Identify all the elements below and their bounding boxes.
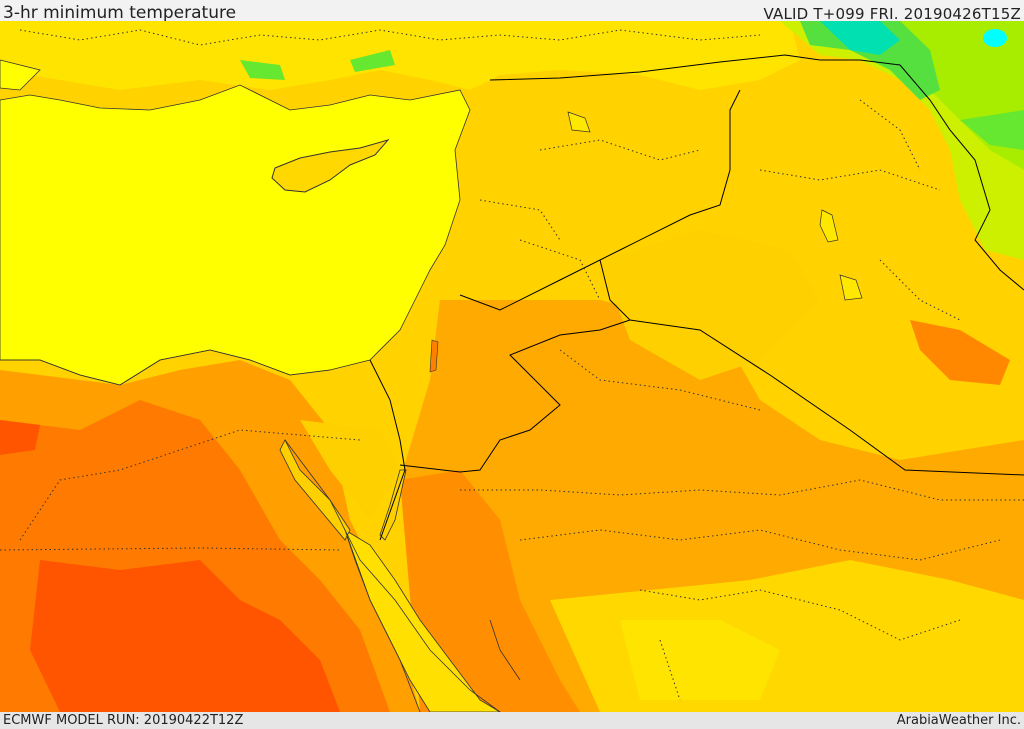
model-run-label: ECMWF MODEL RUN: 20190422T12Z: [3, 713, 244, 728]
dead-sea: [429, 339, 439, 373]
west-red-zone: [30, 560, 340, 712]
northeast-green-patch: [800, 21, 940, 100]
coastlines: [0, 349, 521, 712]
cyan-spot: [983, 29, 1007, 47]
arabia-dark-orange-band: [400, 470, 580, 712]
title-bar: 3-hr minimum temperature VALID T+099 FRI…: [0, 0, 1024, 23]
footer-bar: ECMWF MODEL RUN: 20190422T12Z ArabiaWeat…: [0, 712, 1024, 729]
aegean-sea: [0, 59, 41, 91]
north-green-strip: [240, 50, 395, 80]
north-light-zone: [0, 21, 800, 90]
east-green-patch: [960, 110, 1024, 150]
valid-time: VALID T+099 FRI. 20190426T15Z: [763, 5, 1021, 23]
cyprus-island: [271, 139, 390, 193]
sinai-light-zone: [300, 420, 400, 520]
map-title: 3-hr minimum temperature: [3, 3, 237, 23]
west-red-spot: [0, 420, 40, 455]
internal-boundaries: [0, 29, 1024, 701]
gulf-of-suez: [279, 439, 351, 541]
credit-label: ArabiaWeather Inc.: [896, 713, 1021, 728]
country-borders: [369, 54, 1024, 541]
lake-north: [567, 111, 591, 133]
temperature-map[interactable]: [0, 21, 1024, 712]
lake-southeast: [839, 274, 863, 301]
southeast-dark-patch: [910, 320, 1010, 385]
iraq-yellow-zone: [600, 230, 820, 380]
lake-east: [819, 209, 839, 243]
northeast-teal-patch: [820, 21, 900, 55]
map-canvas: [0, 21, 1024, 712]
